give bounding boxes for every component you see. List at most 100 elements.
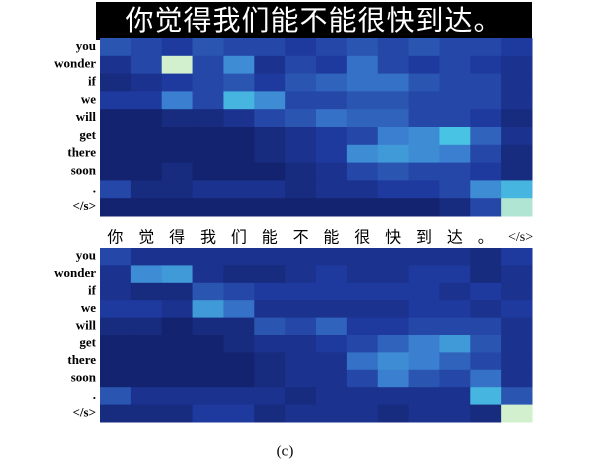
x-tick-label: 。 <box>478 228 494 247</box>
heatmap-cell <box>254 248 286 266</box>
heatmap-cell <box>470 198 502 217</box>
heatmap-cell <box>470 300 502 319</box>
heatmap-cell <box>316 300 348 319</box>
y-tick-label: soon <box>71 369 97 384</box>
heatmap-cell <box>192 300 224 319</box>
chart-title: 你觉得我们能不能很快到达。 <box>125 4 502 37</box>
heatmap-cell <box>254 55 286 75</box>
heatmap-cell <box>439 265 471 284</box>
heatmap-cell <box>501 91 533 110</box>
x-tick-label: 达 <box>447 228 463 247</box>
heatmap-cell <box>161 387 194 406</box>
heatmap-cell <box>130 180 163 199</box>
heatmap-cell <box>470 352 502 371</box>
heatmap-cell <box>408 317 440 336</box>
heatmap-cell <box>316 198 348 217</box>
heatmap-cell <box>316 248 348 266</box>
x-tick-label: 能 <box>323 228 339 247</box>
heatmap-cell <box>316 265 348 284</box>
heatmap-cell <box>223 335 255 353</box>
heatmap-cell <box>192 109 224 128</box>
heatmap-cell <box>439 162 471 181</box>
heatmap-cell <box>501 282 533 301</box>
heatmap-cell <box>130 404 163 423</box>
heatmap-cell <box>130 317 163 336</box>
heatmap-cell <box>223 109 255 128</box>
heatmap-cell <box>316 180 348 199</box>
heatmap-cell <box>100 198 132 217</box>
y-tick-label: will <box>76 317 97 332</box>
heatmap-cell <box>316 404 348 423</box>
heatmap-cell <box>161 144 194 164</box>
heatmap-cell <box>470 369 502 388</box>
heatmap-cell <box>408 335 440 353</box>
heatmap-cell <box>408 73 440 92</box>
heatmap-cell <box>470 180 502 199</box>
heatmap-cell <box>439 335 471 353</box>
heatmap-cell <box>161 282 194 301</box>
heatmap-cell <box>346 248 379 266</box>
heatmap-cell <box>346 369 379 388</box>
heatmap-cell <box>346 109 379 128</box>
heatmap-cell <box>316 127 348 146</box>
heatmap-cell <box>254 109 286 128</box>
heatmap-cell <box>285 127 317 146</box>
heatmap-cell <box>285 352 317 371</box>
heatmap-cell <box>285 404 317 423</box>
heatmap-cell <box>377 387 410 406</box>
heatmap-cell <box>223 352 255 371</box>
heatmap-cell <box>130 91 163 110</box>
heatmap-cell <box>346 265 379 284</box>
heatmap-cell <box>501 352 533 371</box>
heatmap-cell <box>316 73 348 92</box>
heatmap-cell <box>285 198 317 217</box>
x-tick-label: 到 <box>416 228 432 247</box>
heatmap-cell <box>285 162 317 181</box>
heatmap-cell <box>501 162 533 181</box>
heatmap-cell <box>192 162 224 181</box>
heatmap-cell <box>161 369 194 388</box>
heatmap-cell <box>100 162 132 181</box>
heatmap-cell <box>346 127 379 146</box>
heatmap-cell <box>285 144 317 164</box>
y-tick-label: . <box>93 180 96 195</box>
heatmap-cell <box>377 162 410 181</box>
heatmap-cell <box>501 109 533 128</box>
y-tick-label: if <box>88 282 97 297</box>
heatmap-cell <box>161 335 194 353</box>
heatmap-cell <box>192 282 224 301</box>
heatmap-cell <box>439 91 471 110</box>
heatmap-cell <box>130 144 163 164</box>
heatmap-cell <box>408 91 440 110</box>
heatmap-cell <box>408 404 440 423</box>
heatmap-cell <box>377 404 410 423</box>
heatmap-cell <box>285 248 317 266</box>
heatmap-cell <box>254 335 286 353</box>
heatmap-cell <box>470 162 502 181</box>
heatmap-cell <box>408 144 440 164</box>
heatmap-cell <box>192 317 224 336</box>
heatmap-cell <box>192 387 224 406</box>
title-banner <box>96 2 532 40</box>
heatmap-cell <box>316 282 348 301</box>
heatmap-cell <box>161 352 194 371</box>
heatmap-cell <box>192 369 224 388</box>
heatmap-cell <box>377 109 410 128</box>
heatmap-cell <box>100 335 132 353</box>
heatmap-cell <box>223 73 255 92</box>
heatmap-cell <box>501 38 533 57</box>
heatmap-cell <box>470 317 502 336</box>
heatmap-cell <box>501 300 533 319</box>
heatmap-cell <box>316 335 348 353</box>
heatmap-cell <box>161 198 194 217</box>
heatmap-cell <box>192 91 224 110</box>
x-tick-label: 我 <box>200 228 216 247</box>
heatmap-cell <box>316 369 348 388</box>
heatmap-cell <box>130 387 163 406</box>
heatmap-cell <box>161 127 194 146</box>
heatmap-cell <box>130 265 163 284</box>
heatmap-cell <box>470 55 502 75</box>
x-tick-label: 得 <box>169 228 185 247</box>
y-tick-label: you <box>76 248 96 263</box>
heatmap-cell <box>100 38 132 57</box>
